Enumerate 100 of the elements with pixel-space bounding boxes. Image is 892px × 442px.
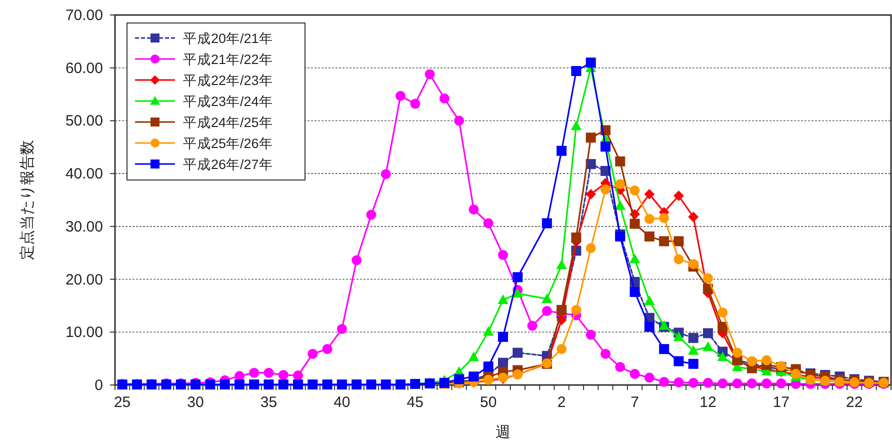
point xyxy=(308,379,318,390)
point xyxy=(571,304,582,315)
point xyxy=(293,379,304,390)
point xyxy=(454,374,464,384)
point xyxy=(556,146,567,156)
point xyxy=(630,286,640,297)
x-tick-label: 7 xyxy=(630,394,639,411)
point xyxy=(512,288,523,298)
point xyxy=(688,258,698,269)
x-tick-label: 45 xyxy=(406,394,424,411)
point xyxy=(468,352,479,362)
point xyxy=(556,304,567,315)
point xyxy=(702,328,713,338)
point xyxy=(746,356,757,366)
legend-label: 平成20年/21年 xyxy=(183,31,273,46)
point xyxy=(600,348,610,359)
point xyxy=(644,296,654,306)
point xyxy=(718,352,728,362)
x-tick-label: 17 xyxy=(772,394,790,411)
point xyxy=(674,190,684,201)
y-tick-label: 20.00 xyxy=(65,271,103,288)
point xyxy=(512,348,523,358)
point xyxy=(424,69,435,80)
point xyxy=(336,324,347,334)
point xyxy=(674,332,684,341)
point xyxy=(688,346,698,355)
point xyxy=(439,94,450,104)
legend-label: 平成22年/23年 xyxy=(183,73,273,88)
point xyxy=(380,169,391,180)
point xyxy=(527,320,538,331)
point xyxy=(483,218,494,228)
point xyxy=(556,260,567,270)
x-tick-label: 40 xyxy=(334,394,350,411)
point xyxy=(615,179,626,190)
point xyxy=(702,378,713,388)
point xyxy=(498,358,508,368)
point xyxy=(659,344,670,354)
point xyxy=(702,284,713,294)
point xyxy=(308,348,318,359)
point xyxy=(278,370,288,380)
point xyxy=(615,200,626,210)
point xyxy=(600,142,610,152)
point xyxy=(366,379,376,390)
point xyxy=(322,344,332,354)
point xyxy=(644,189,654,200)
point xyxy=(468,372,479,382)
point xyxy=(380,379,391,390)
point xyxy=(396,90,406,101)
legend-label: 平成23年/24年 xyxy=(183,94,273,109)
point xyxy=(762,355,772,366)
legend-label: 平成26年/27年 xyxy=(183,157,273,172)
point xyxy=(586,58,596,68)
legend-label: 平成21年/22年 xyxy=(183,52,273,67)
point xyxy=(732,348,742,358)
point xyxy=(732,378,742,388)
point xyxy=(571,121,582,130)
x-tick-label: 22 xyxy=(846,394,863,411)
point xyxy=(615,156,626,166)
point xyxy=(220,379,230,390)
point xyxy=(454,116,464,126)
point xyxy=(352,255,362,266)
point xyxy=(762,378,772,388)
y-tick-label: 40.00 xyxy=(65,166,103,183)
point xyxy=(571,232,582,243)
point xyxy=(366,210,376,220)
point xyxy=(396,379,406,390)
point xyxy=(718,378,728,388)
point xyxy=(630,368,640,379)
point xyxy=(746,378,757,388)
point xyxy=(644,231,654,242)
point xyxy=(674,356,684,366)
y-axis-title: 定点当たり報告数 xyxy=(19,140,36,260)
point xyxy=(586,330,596,340)
point xyxy=(688,212,698,222)
point xyxy=(630,254,640,264)
point xyxy=(249,368,260,378)
point xyxy=(336,379,347,390)
y-tick-label: 50.00 xyxy=(65,112,103,130)
point xyxy=(644,214,654,224)
point xyxy=(688,358,698,369)
point xyxy=(586,189,596,200)
point xyxy=(674,377,684,388)
x-tick-label: 25 xyxy=(114,394,131,411)
point xyxy=(322,379,332,390)
y-tick-label: 60.00 xyxy=(65,60,103,77)
point xyxy=(674,236,684,246)
point xyxy=(659,376,670,387)
y-tick-label: 0 xyxy=(94,377,103,394)
point xyxy=(542,306,552,316)
point xyxy=(512,272,523,282)
point xyxy=(352,379,362,390)
point xyxy=(234,379,244,390)
point xyxy=(718,322,728,332)
point xyxy=(644,372,654,383)
point xyxy=(776,378,786,388)
legend-label: 平成24年/25年 xyxy=(183,115,273,130)
point xyxy=(688,378,698,388)
point xyxy=(659,236,670,246)
legend-label: 平成25年/26年 xyxy=(183,136,273,151)
point xyxy=(659,212,670,223)
